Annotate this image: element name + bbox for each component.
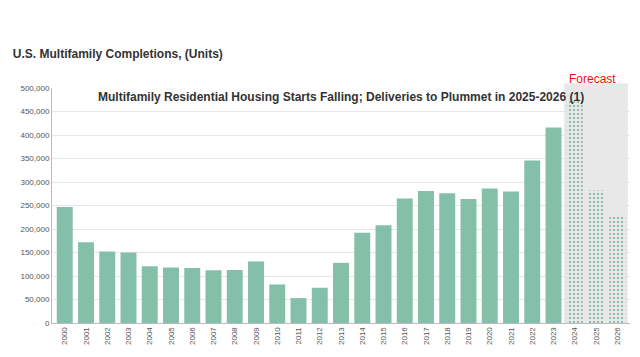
- svg-text:300,000: 300,000: [20, 178, 49, 187]
- svg-text:2010: 2010: [273, 327, 282, 345]
- svg-text:2011: 2011: [294, 327, 303, 345]
- svg-text:450,000: 450,000: [20, 107, 49, 116]
- svg-text:2017: 2017: [422, 327, 431, 345]
- svg-text:2000: 2000: [60, 327, 69, 345]
- svg-text:2024: 2024: [570, 327, 579, 345]
- svg-text:2012: 2012: [315, 327, 324, 345]
- svg-text:U.S. Multifamily Completions,: U.S. Multifamily Completions, (Units): [13, 47, 223, 61]
- svg-text:500,000: 500,000: [20, 84, 49, 93]
- svg-text:2008: 2008: [230, 327, 239, 345]
- svg-text:2004: 2004: [145, 327, 154, 345]
- svg-text:200,000: 200,000: [20, 225, 49, 234]
- svg-text:2003: 2003: [124, 327, 133, 345]
- svg-text:350,000: 350,000: [20, 154, 49, 163]
- svg-text:2001: 2001: [82, 327, 91, 345]
- svg-text:2018: 2018: [443, 327, 452, 345]
- svg-text:Forecast: Forecast: [569, 72, 616, 86]
- svg-text:2021: 2021: [507, 327, 516, 345]
- svg-text:2022: 2022: [528, 327, 537, 345]
- svg-text:100,000: 100,000: [20, 272, 49, 281]
- svg-text:2025: 2025: [592, 327, 601, 345]
- svg-text:2006: 2006: [188, 327, 197, 345]
- svg-text:2009: 2009: [252, 327, 261, 345]
- svg-text:2016: 2016: [400, 327, 409, 345]
- svg-text:250,000: 250,000: [20, 201, 49, 210]
- svg-text:2002: 2002: [103, 327, 112, 345]
- svg-text:2005: 2005: [167, 327, 176, 345]
- svg-text:2020: 2020: [485, 327, 494, 345]
- svg-text:400,000: 400,000: [20, 131, 49, 140]
- svg-text:2013: 2013: [337, 327, 346, 345]
- svg-text:2014: 2014: [358, 327, 367, 345]
- svg-text:50,000: 50,000: [25, 295, 50, 304]
- svg-text:2023: 2023: [549, 327, 558, 345]
- svg-text:2015: 2015: [379, 327, 388, 345]
- svg-text:0: 0: [45, 319, 50, 328]
- svg-text:2007: 2007: [209, 327, 218, 345]
- svg-text:2026: 2026: [613, 327, 622, 345]
- svg-text:Multifamily Residential Housin: Multifamily Residential Housing Starts F…: [98, 90, 584, 104]
- svg-text:2019: 2019: [464, 327, 473, 345]
- svg-text:150,000: 150,000: [20, 248, 49, 257]
